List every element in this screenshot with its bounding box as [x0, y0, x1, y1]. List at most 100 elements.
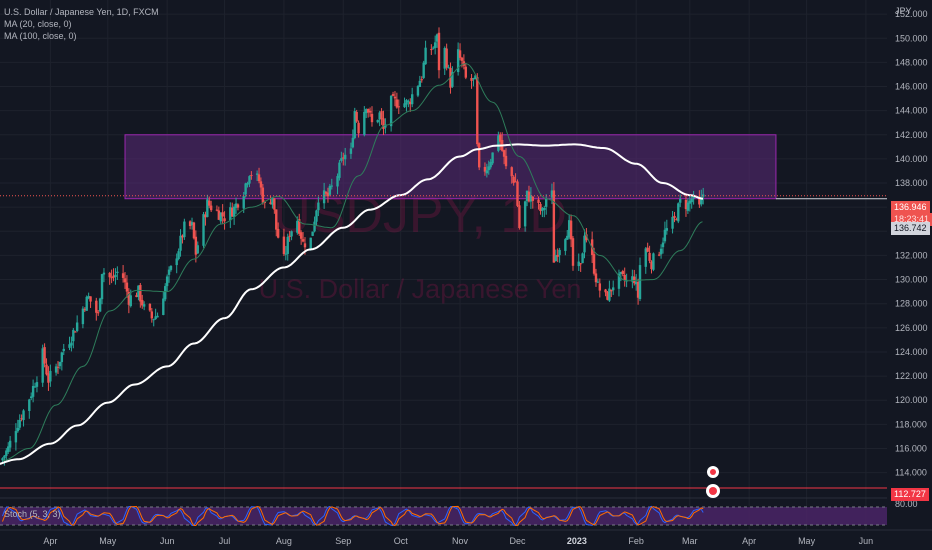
- candle-body: [56, 366, 60, 368]
- price-tick-label: 130.000: [895, 275, 928, 285]
- time-tick-label: Apr: [742, 536, 756, 546]
- candle-body: [81, 308, 85, 325]
- candle-body: [20, 418, 23, 420]
- candle-body: [550, 190, 554, 198]
- price-tick-label: 146.000: [895, 82, 928, 92]
- candle-body: [68, 344, 71, 348]
- candle-body: [569, 220, 573, 240]
- price-axis[interactable]: JPY 114.000 116.000 118.000 120.000 122.000 12…: [887, 0, 932, 530]
- candle-body: [152, 319, 155, 321]
- candle-body: [472, 78, 475, 80]
- candle-body: [673, 215, 676, 218]
- candle-body: [384, 124, 387, 128]
- candle-body: [340, 158, 343, 161]
- candle-body: [196, 245, 199, 254]
- candle-body: [31, 385, 35, 397]
- candle-body: [311, 231, 314, 236]
- candle-body: [633, 276, 636, 284]
- event-markers[interactable]: [706, 466, 720, 498]
- price-tick-label: 150.000: [895, 33, 928, 43]
- candle-body: [545, 199, 548, 207]
- stoch-band: [0, 507, 887, 525]
- candle-body: [391, 94, 395, 96]
- candle-body: [652, 253, 655, 270]
- candle-body: [470, 77, 473, 81]
- candle-body: [162, 298, 165, 315]
- candle-body: [286, 236, 289, 254]
- candle-body: [246, 182, 249, 185]
- candle-body: [219, 212, 222, 222]
- candle-body: [403, 103, 406, 108]
- candle-body: [290, 231, 293, 237]
- candle-body: [619, 271, 623, 274]
- candle-body: [527, 191, 531, 202]
- stoch-legend[interactable]: Stoch (5, 3, 3): [4, 509, 61, 519]
- candle-body: [677, 203, 680, 222]
- candle-body: [621, 271, 624, 275]
- candle-body: [33, 386, 37, 388]
- candle-body: [167, 269, 171, 275]
- time-tick-label: Jun: [859, 536, 874, 546]
- candle-body: [324, 192, 328, 194]
- candle-body: [221, 212, 224, 217]
- candle-body: [116, 271, 119, 273]
- candle-body: [650, 261, 653, 270]
- stoch-level-label: 80.00: [895, 499, 918, 509]
- candle-body: [449, 67, 452, 88]
- candle-body: [276, 228, 280, 238]
- candle-body: [261, 187, 265, 203]
- candle-body: [435, 34, 439, 42]
- candle-body: [97, 312, 100, 314]
- candle-body: [139, 284, 142, 302]
- candle-body: [338, 162, 341, 178]
- candle-body: [659, 248, 663, 255]
- candle-body: [244, 183, 247, 195]
- candle-body: [349, 148, 353, 154]
- ma100-legend[interactable]: MA (100, close, 0): [4, 31, 77, 41]
- time-tick-label: Dec: [509, 536, 526, 546]
- candle-body: [644, 248, 647, 267]
- candle-body: [165, 276, 169, 287]
- candle-body: [135, 295, 138, 298]
- candle-body: [671, 216, 674, 229]
- ma20-legend[interactable]: MA (20, close, 0): [4, 19, 72, 29]
- candle-body: [623, 274, 626, 281]
- candle-body: [409, 101, 412, 105]
- candle-body: [487, 166, 490, 171]
- time-tick-label: May: [798, 536, 816, 546]
- candle-body: [206, 199, 209, 217]
- candle-body: [558, 249, 561, 256]
- candle-body: [393, 96, 397, 99]
- candle-body: [432, 47, 435, 49]
- candle-body: [148, 303, 152, 311]
- price-tick-label: 120.000: [895, 395, 928, 405]
- candle-body: [47, 373, 50, 383]
- candle-body: [646, 247, 649, 252]
- candle-body: [123, 278, 127, 283]
- candle-body: [16, 427, 20, 432]
- candle-body: [62, 348, 65, 352]
- stoch-d-line: [2, 505, 704, 527]
- candle-body: [564, 239, 567, 251]
- symbol-title[interactable]: U.S. Dollar / Japanese Yen, 1D, FXCM: [4, 7, 159, 17]
- candle-body: [98, 298, 102, 312]
- price-tick-label: 144.000: [895, 106, 928, 116]
- candle-body: [202, 214, 205, 246]
- candle-body: [612, 287, 615, 291]
- candle-body: [395, 99, 399, 108]
- time-axis[interactable]: Apr May Jun Jul Aug Sep Oct Nov Dec 2023 Feb Mar Apr…: [0, 529, 932, 546]
- candle-body: [112, 275, 115, 278]
- supply-zone-rectangle[interactable]: [124, 134, 777, 200]
- candle-body: [447, 67, 450, 69]
- candle-body: [433, 42, 437, 48]
- candle-body: [504, 155, 508, 167]
- candle-body: [477, 143, 481, 168]
- candle-body: [282, 236, 286, 255]
- price-axis-currency: JPY: [895, 6, 912, 16]
- candle-body: [315, 210, 318, 222]
- candle-body: [217, 210, 221, 220]
- candle-body: [420, 79, 423, 81]
- candle-body: [190, 222, 194, 226]
- candle-body: [604, 289, 607, 293]
